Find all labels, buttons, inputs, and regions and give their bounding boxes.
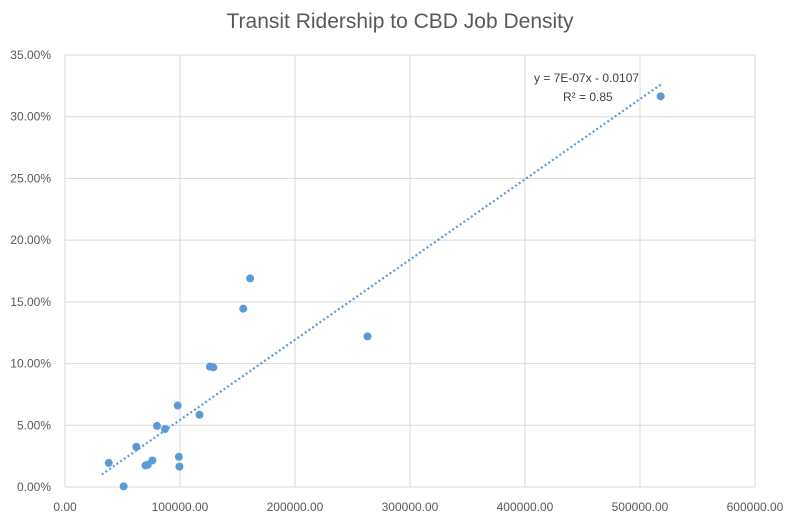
y-tick-label: 0.00% bbox=[17, 480, 51, 494]
data-point bbox=[161, 424, 170, 433]
trendline-r2-label: R² = 0.85 bbox=[563, 90, 613, 104]
data-point bbox=[119, 482, 128, 491]
trendline bbox=[101, 83, 662, 476]
y-tick-label: 35.00% bbox=[10, 48, 51, 62]
trendline-equation-label: y = 7E-07x - 0.0107 bbox=[534, 71, 639, 85]
y-tick-label: 15.00% bbox=[10, 295, 51, 309]
data-point bbox=[132, 442, 141, 451]
x-tick-label: 200000.00 bbox=[267, 500, 324, 514]
y-tick-label: 25.00% bbox=[10, 171, 51, 185]
x-tick-label: 0.00 bbox=[53, 500, 77, 514]
data-point bbox=[175, 462, 184, 471]
data-point bbox=[153, 421, 161, 430]
data-point bbox=[656, 92, 665, 101]
data-points bbox=[104, 92, 665, 491]
y-tick-label: 10.00% bbox=[10, 357, 51, 371]
y-tick-label: 5.00% bbox=[17, 418, 51, 432]
data-point bbox=[195, 410, 204, 419]
x-axis-ticks: 0.00 100000.00 200000.00 300000.00 400000.00… bbox=[53, 500, 783, 514]
chart-title: Transit Ridership to CBD Job Density bbox=[226, 10, 574, 33]
data-point bbox=[209, 363, 218, 372]
trendline-group bbox=[101, 83, 662, 476]
x-tick-label: 500000.00 bbox=[612, 500, 669, 514]
y-tick-label: 20.00% bbox=[10, 233, 51, 247]
x-tick-label: 600000.00 bbox=[727, 500, 784, 514]
data-point bbox=[173, 401, 182, 410]
gridlines bbox=[64, 54, 756, 488]
x-tick-label: 400000.00 bbox=[497, 500, 554, 514]
data-point bbox=[104, 458, 113, 467]
x-tick-label: 100000.00 bbox=[152, 500, 209, 514]
data-point bbox=[239, 304, 248, 313]
trendline-labels: y = 7E-07x - 0.0107 R² = 0.85 bbox=[534, 71, 639, 104]
y-axis-ticks: 0.00% 5.00% 10.00% 15.00% 20.00% 25.00% 30.00%… bbox=[10, 48, 51, 494]
data-point bbox=[246, 274, 255, 283]
y-tick-label: 30.00% bbox=[10, 110, 51, 124]
data-point bbox=[174, 452, 183, 461]
data-point bbox=[363, 332, 372, 341]
data-point bbox=[148, 456, 157, 465]
x-tick-label: 300000.00 bbox=[382, 500, 439, 514]
